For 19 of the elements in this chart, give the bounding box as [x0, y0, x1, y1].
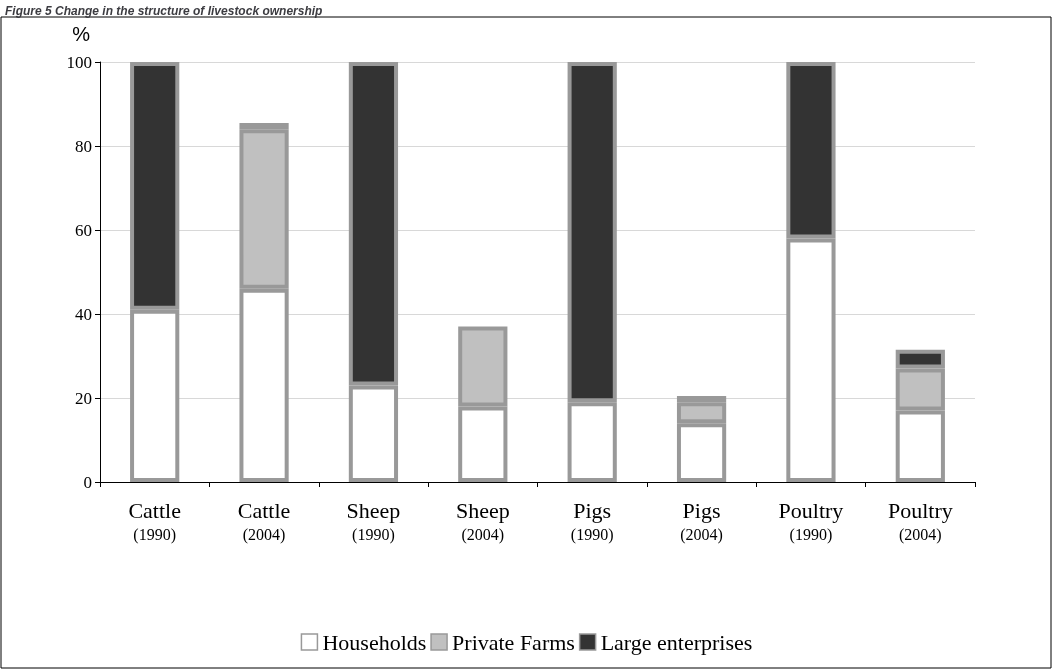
y-tick-label: 20: [75, 388, 92, 408]
chart-title: Figure 5 Change in the structure of livestock ownership: [5, 4, 323, 18]
x-tick-label: Cattle (2004): [237, 497, 291, 544]
y-axis-title: %: [72, 23, 91, 45]
x-tick-label: Pigs (2004): [680, 497, 723, 544]
x-tick-label: Pigs (1990): [570, 497, 614, 544]
x-tick-label: Sheep (1990): [346, 497, 401, 544]
legend-label: Private Farms: [452, 629, 575, 655]
x-tick-label: Cattle (1990): [128, 497, 181, 544]
y-tick-label: 100: [66, 52, 92, 72]
x-tick-label: Poultry (1990): [778, 497, 844, 544]
legend-label: Large enterprises: [600, 629, 753, 655]
y-tick-label: 0: [83, 472, 92, 492]
y-tick-label: 40: [75, 304, 92, 324]
y-tick-label: 60: [75, 220, 92, 240]
x-tick-label: Poultry (2004): [887, 497, 953, 544]
x-tick-label: Sheep (2004): [455, 497, 510, 544]
legend-label: Households: [322, 629, 427, 655]
y-tick-label: 80: [75, 136, 92, 156]
